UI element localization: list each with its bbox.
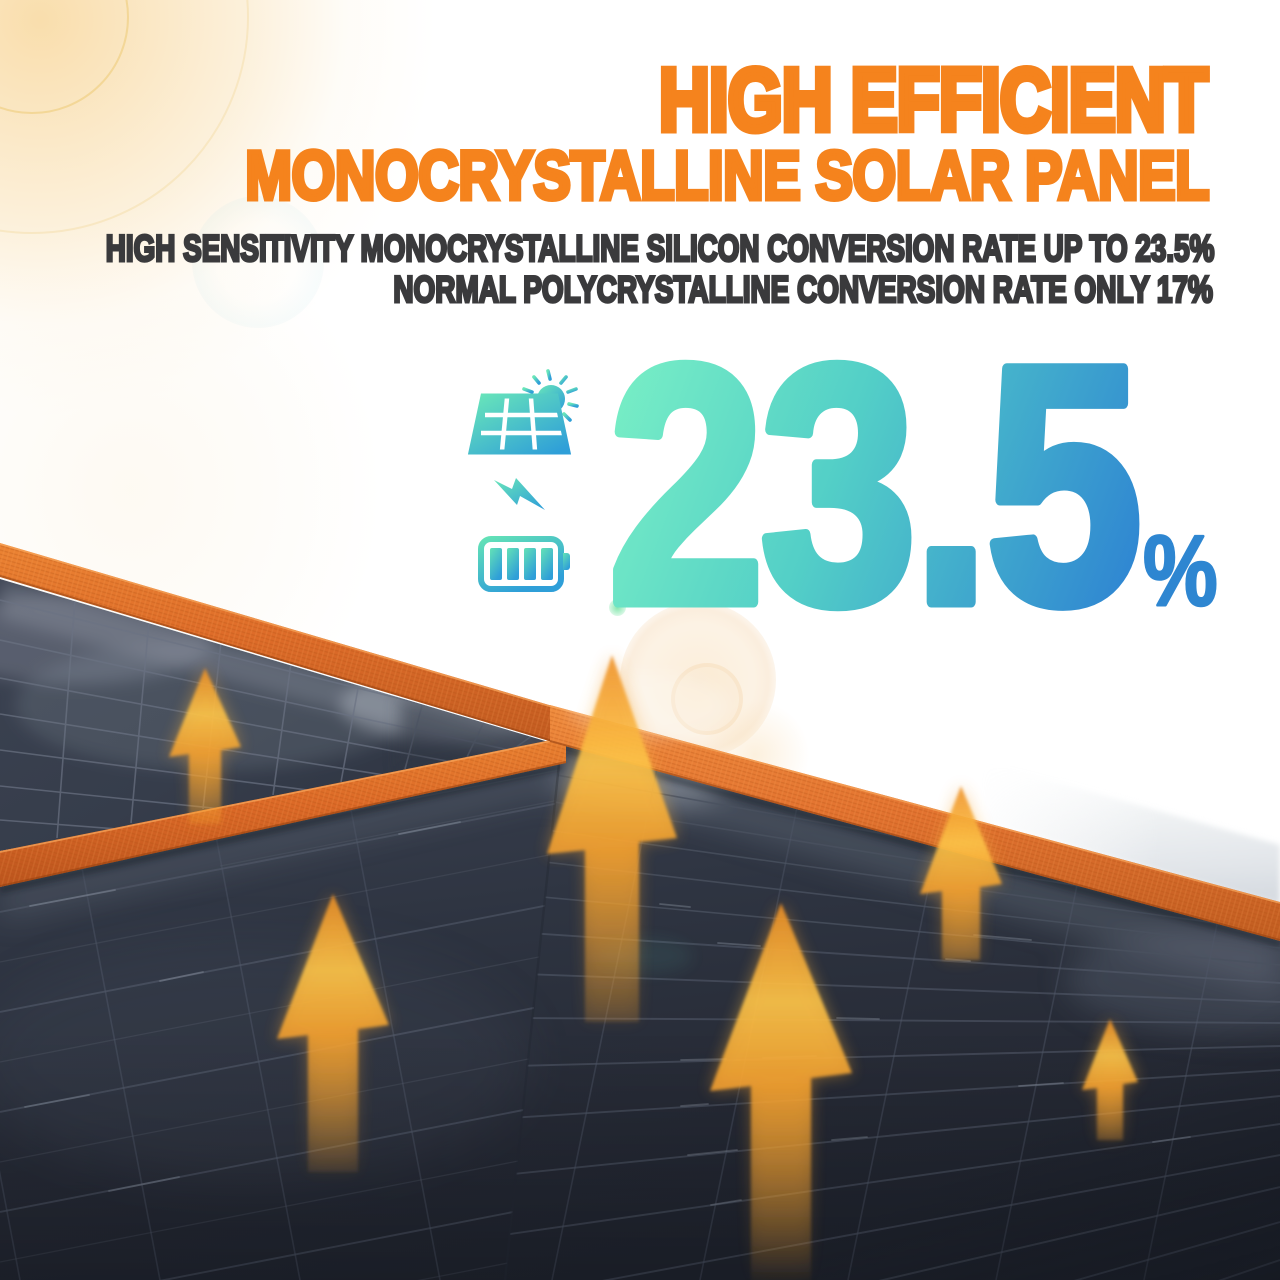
svg-text:23.5: 23.5 xyxy=(608,297,1138,675)
svg-text:%: % xyxy=(1143,514,1218,627)
